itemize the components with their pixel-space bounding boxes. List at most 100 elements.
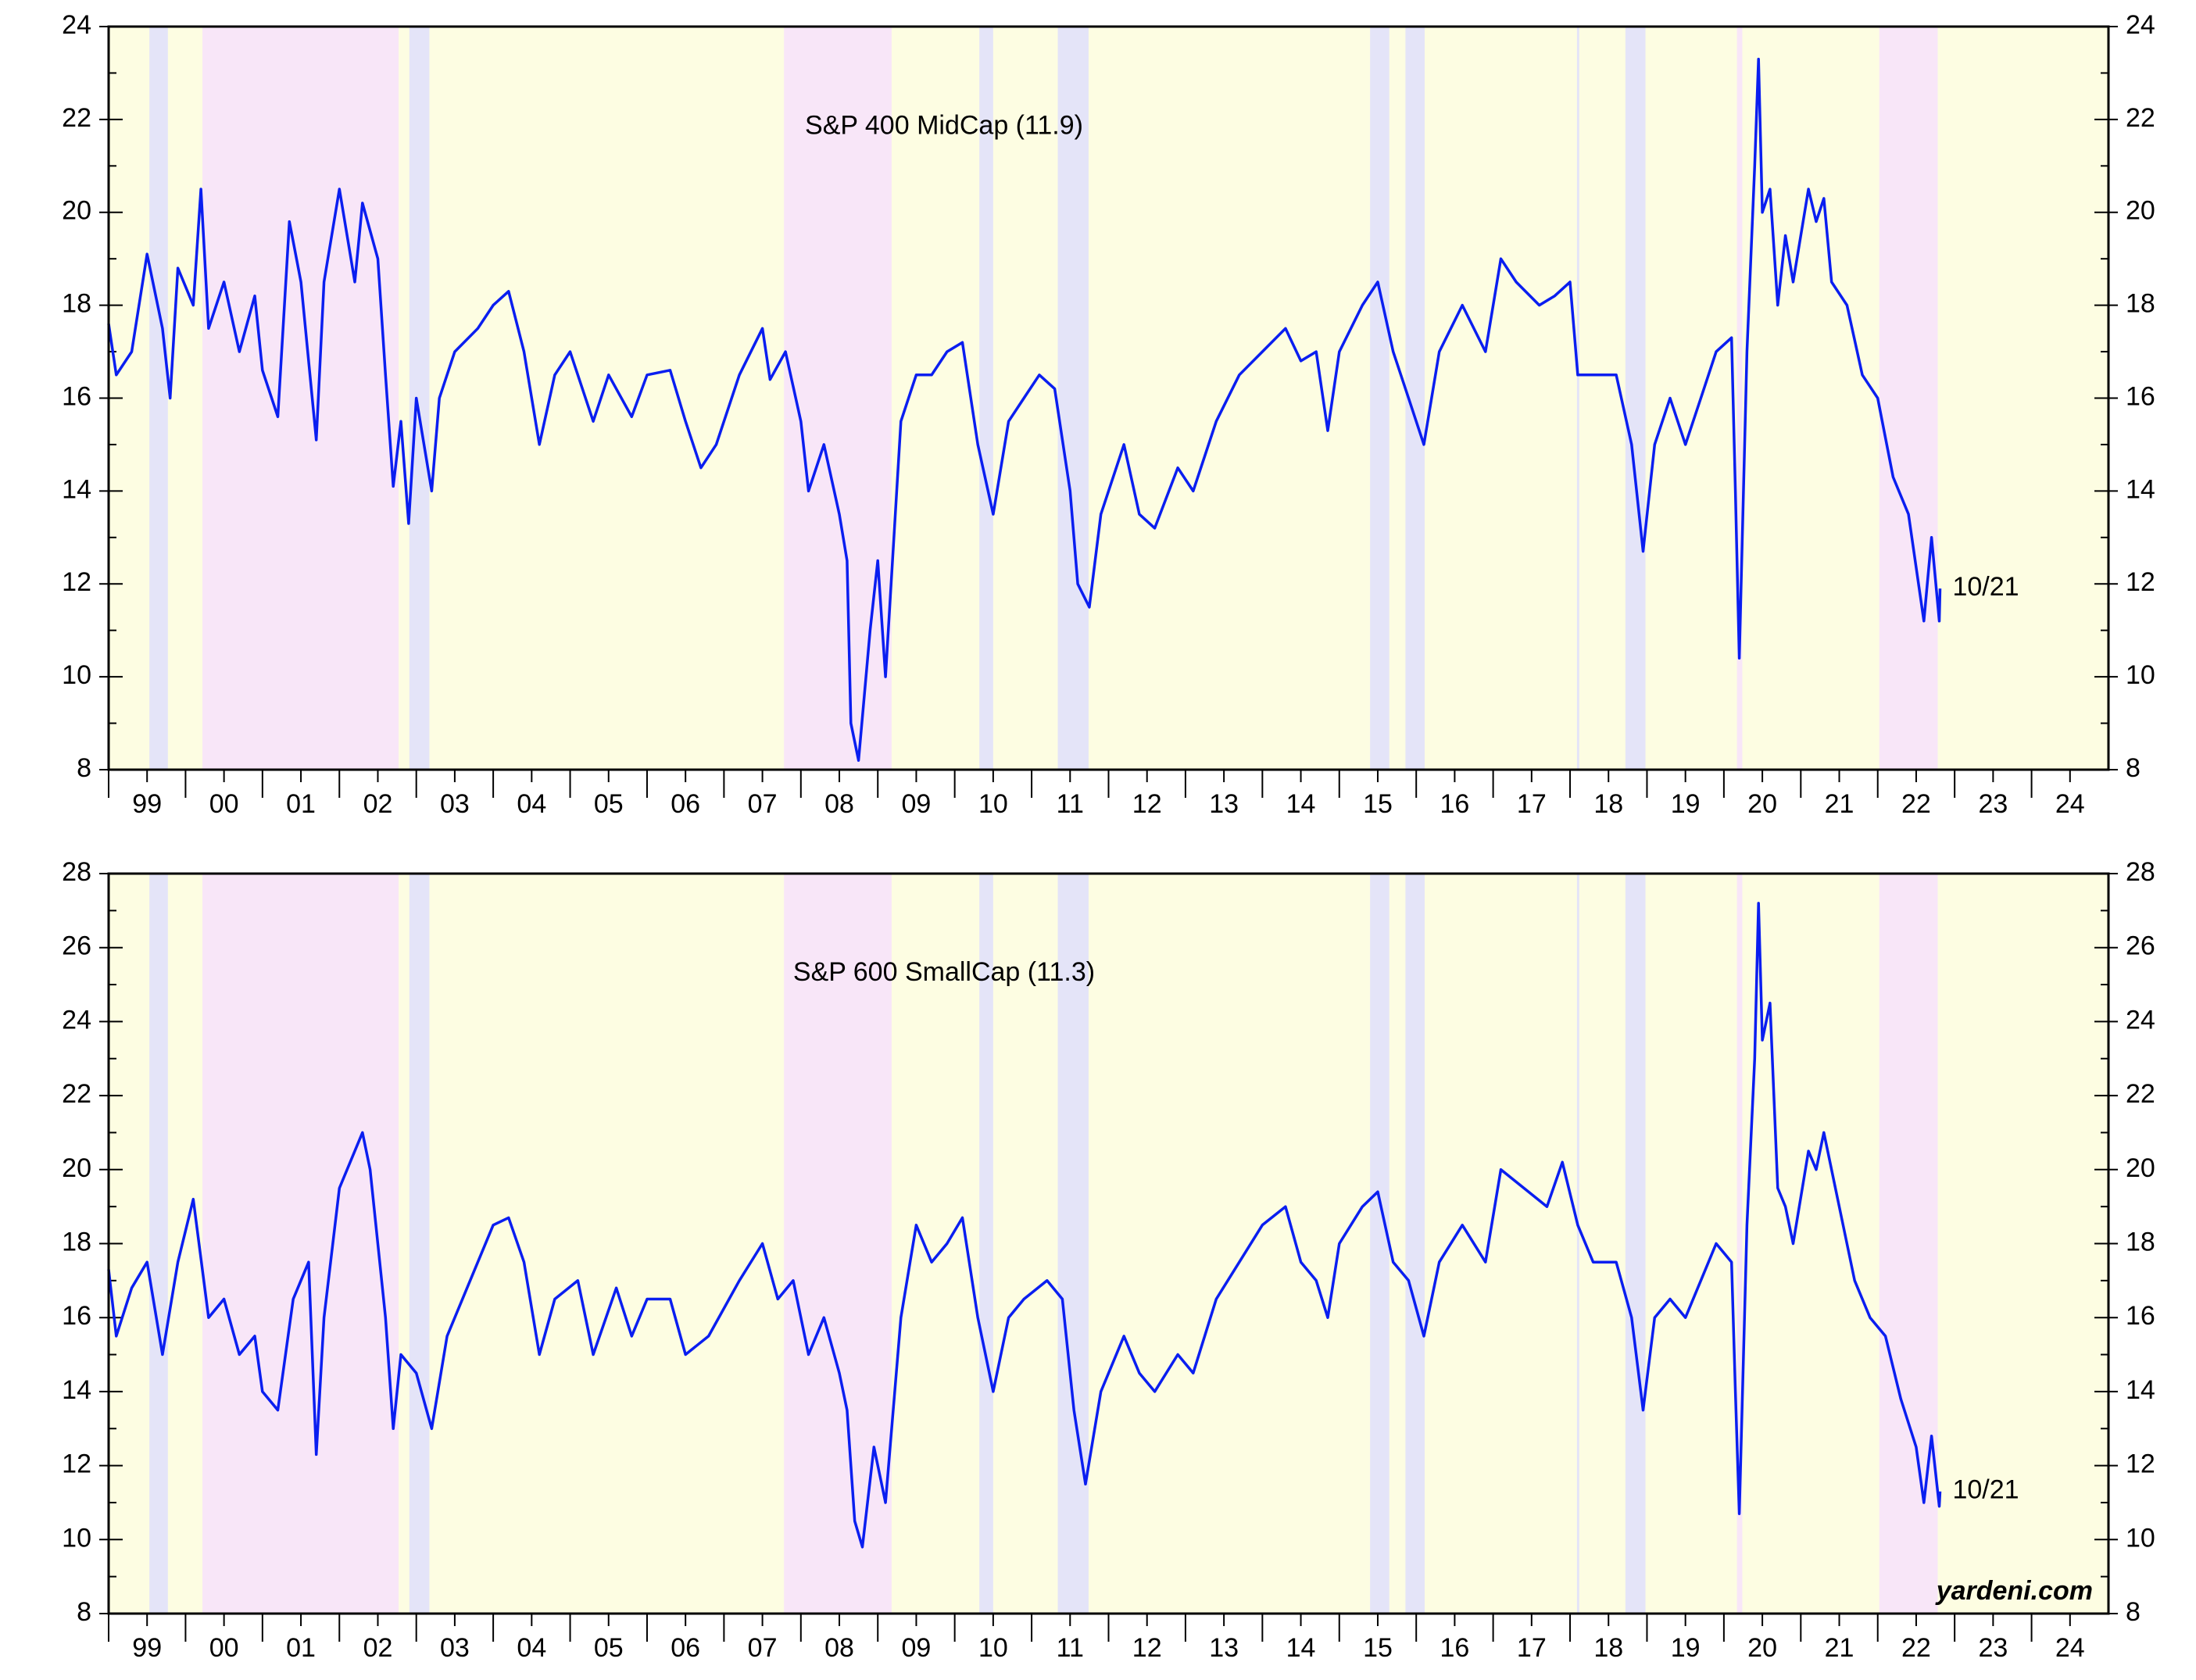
data-line bbox=[107, 57, 1942, 762]
y-tick-label: 16 bbox=[2126, 1301, 2155, 1331]
y-tick-label: 26 bbox=[62, 931, 91, 961]
shaded-period bbox=[1736, 874, 1743, 1614]
x-tick-label: 08 bbox=[824, 1633, 854, 1663]
y-tick-label: 10 bbox=[2126, 660, 2155, 690]
shaded-period bbox=[1370, 27, 1389, 770]
y-tick-label: 10 bbox=[62, 1523, 91, 1553]
x-tick-label: 08 bbox=[824, 789, 854, 819]
x-tick-label: 05 bbox=[594, 1633, 624, 1663]
shaded-period bbox=[202, 27, 399, 770]
shaded-period bbox=[1370, 874, 1389, 1614]
y-tick-label: 28 bbox=[62, 857, 91, 887]
y-tick-label: 18 bbox=[2126, 289, 2155, 319]
x-tick-label: 10 bbox=[978, 789, 1008, 819]
shaded-period bbox=[979, 27, 993, 770]
shaded-period bbox=[202, 874, 399, 1614]
shaded-period bbox=[409, 874, 430, 1614]
y-tick-label: 18 bbox=[62, 1227, 91, 1256]
x-tick-label: 03 bbox=[440, 789, 470, 819]
x-tick-label: 03 bbox=[440, 1633, 470, 1663]
source-credit: yardeni.com bbox=[1935, 1576, 2093, 1606]
chart-title: S&P 600 SmallCap (11.3) bbox=[793, 957, 1095, 987]
x-tick-label: 21 bbox=[1825, 789, 1854, 819]
x-tick-label: 09 bbox=[902, 789, 932, 819]
plot-background bbox=[109, 874, 2108, 1614]
shaded-period bbox=[1576, 27, 1579, 770]
x-tick-label: 15 bbox=[1363, 1633, 1393, 1663]
x-tick-label: 01 bbox=[286, 789, 316, 819]
x-tick-label: 17 bbox=[1517, 789, 1547, 819]
plot-background bbox=[109, 27, 2108, 770]
x-tick-label: 13 bbox=[1209, 1633, 1239, 1663]
y-tick-label: 10 bbox=[2126, 1523, 2155, 1553]
x-tick-label: 11 bbox=[1057, 789, 1084, 819]
x-tick-label: 17 bbox=[1517, 1633, 1547, 1663]
x-tick-label: 18 bbox=[1593, 1633, 1623, 1663]
x-tick-label: 19 bbox=[1671, 789, 1701, 819]
y-tick-label: 14 bbox=[62, 474, 91, 504]
x-tick-label: 24 bbox=[2055, 1633, 2085, 1663]
y-tick-label: 20 bbox=[62, 196, 91, 226]
y-tick-label: 8 bbox=[2126, 1597, 2141, 1627]
y-tick-label: 20 bbox=[2126, 196, 2155, 226]
x-tick-label: 20 bbox=[1747, 1633, 1777, 1663]
y-tick-label: 20 bbox=[62, 1153, 91, 1183]
shaded-period bbox=[1625, 874, 1646, 1614]
data-line bbox=[107, 902, 1942, 1549]
y-tick-label: 24 bbox=[2126, 10, 2155, 40]
y-tick-label: 12 bbox=[62, 1449, 91, 1479]
x-tick-label: 99 bbox=[132, 789, 162, 819]
x-tick-label: 09 bbox=[902, 1633, 932, 1663]
x-tick-label: 07 bbox=[748, 1633, 778, 1663]
y-tick-label: 12 bbox=[62, 567, 91, 597]
x-tick-label: 05 bbox=[594, 789, 624, 819]
x-tick-label: 23 bbox=[1978, 1633, 2008, 1663]
x-tick-label: 06 bbox=[671, 789, 700, 819]
x-tick-label: 20 bbox=[1747, 789, 1777, 819]
y-tick-label: 18 bbox=[2126, 1227, 2155, 1256]
x-tick-label: 00 bbox=[209, 1633, 239, 1663]
y-tick-label: 28 bbox=[2126, 857, 2155, 887]
x-tick-label: 22 bbox=[1901, 789, 1931, 819]
y-tick-label: 18 bbox=[62, 289, 91, 319]
y-tick-label: 8 bbox=[2126, 753, 2141, 783]
x-tick-label: 22 bbox=[1901, 1633, 1931, 1663]
x-tick-label: 24 bbox=[2055, 789, 2085, 819]
x-tick-label: 15 bbox=[1363, 789, 1393, 819]
x-tick-label: 12 bbox=[1132, 789, 1162, 819]
x-tick-label: 18 bbox=[1593, 789, 1623, 819]
y-tick-label: 16 bbox=[62, 381, 91, 411]
shaded-period bbox=[784, 27, 892, 770]
shaded-period bbox=[1736, 27, 1743, 770]
y-tick-label: 16 bbox=[62, 1301, 91, 1331]
shaded-period bbox=[1057, 27, 1089, 770]
x-tick-label: 19 bbox=[1671, 1633, 1701, 1663]
y-tick-label: 16 bbox=[2126, 381, 2155, 411]
y-tick-label: 12 bbox=[2126, 1449, 2155, 1479]
y-tick-label: 20 bbox=[2126, 1153, 2155, 1183]
shaded-period bbox=[149, 874, 168, 1614]
y-tick-label: 22 bbox=[62, 103, 91, 133]
y-tick-label: 24 bbox=[2126, 1005, 2155, 1035]
y-tick-label: 12 bbox=[2126, 567, 2155, 597]
y-tick-label: 22 bbox=[62, 1079, 91, 1109]
y-tick-label: 24 bbox=[62, 1005, 91, 1035]
x-tick-label: 02 bbox=[363, 789, 393, 819]
y-tick-label: 14 bbox=[62, 1375, 91, 1405]
x-tick-label: 04 bbox=[517, 1633, 546, 1663]
x-tick-label: 14 bbox=[1286, 789, 1316, 819]
shaded-period bbox=[409, 27, 430, 770]
x-tick-label: 11 bbox=[1057, 1633, 1084, 1663]
x-tick-label: 04 bbox=[517, 789, 546, 819]
shaded-period bbox=[1879, 874, 1938, 1614]
shaded-period bbox=[149, 27, 168, 770]
y-tick-label: 26 bbox=[2126, 931, 2155, 961]
y-tick-label: 8 bbox=[77, 1597, 91, 1627]
x-tick-label: 12 bbox=[1132, 1633, 1162, 1663]
shaded-period bbox=[1576, 874, 1579, 1614]
y-tick-label: 14 bbox=[2126, 1375, 2155, 1405]
shaded-period bbox=[1879, 27, 1938, 770]
x-tick-label: 02 bbox=[363, 1633, 393, 1663]
x-tick-label: 16 bbox=[1440, 1633, 1469, 1663]
